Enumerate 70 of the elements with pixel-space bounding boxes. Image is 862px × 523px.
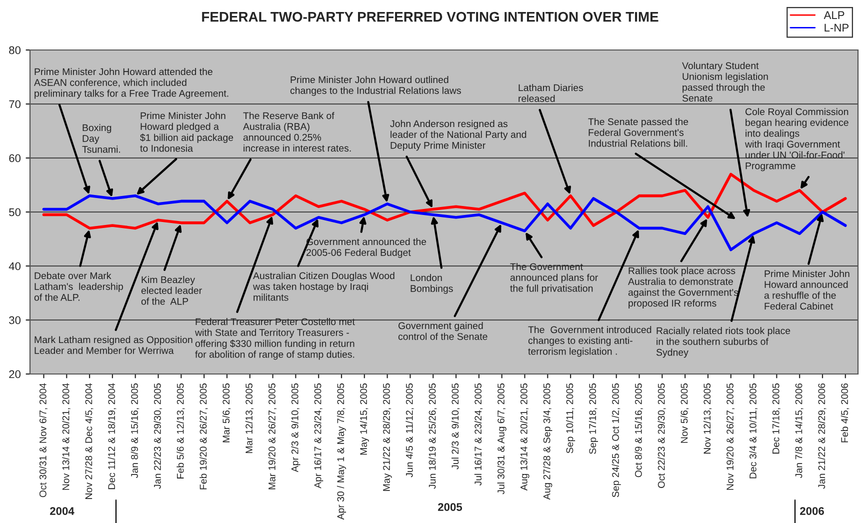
x-tick-label: Feb 4/5, 2006 <box>840 383 850 442</box>
annotation: Prime Minister John Howard outlined changes to the Industrial Relations laws <box>290 76 461 96</box>
annotation: The Senate passed the Federal Government's Industrial Relations bill. <box>588 118 688 147</box>
x-tick-label: Oct 22/23 & 29/30, 2005 <box>658 383 666 488</box>
annotation: Cole Royal Commission began hearing evidence into dealings with Iraqi Government under UN 'Oil-for-Food' Programme <box>744 108 848 172</box>
annotation: Government gained control of the Senate <box>398 322 488 340</box>
annotation: Boxing Day Tsunami. <box>82 124 120 153</box>
x-tick-label: Sep 10/11, 2005 <box>566 383 576 454</box>
x-tick-label: Jan 22/23 & 29/30, 2005 <box>154 383 162 489</box>
annotation: Racially related riots took place in the southern suburbs of Sydney <box>656 327 790 358</box>
y-tick-label: 40 <box>8 262 21 270</box>
chart-title: FEDERAL TWO-PARTY PREFERRED VOTING INTENTION OVER TIME <box>202 12 658 22</box>
x-tick-label: Nov 13/14 & 20/21, 2004 <box>62 383 70 490</box>
x-tick-label: Apr 30 / May 1 & May 7/8, 2005 <box>336 383 346 520</box>
x-tick-label: Mar 12/13, 2005 <box>245 383 254 454</box>
x-tick-label: Sep 24/25 & Oct 1/2, 2005 <box>612 383 621 498</box>
x-tick-label: Jun 4/5 & 11/12, 2005 <box>406 383 414 478</box>
legend-label: L-NP <box>824 24 849 32</box>
x-tick-label: Mar 5/6, 2005 <box>222 383 231 442</box>
annotation: Prime Minister John Howard attended the ASEAN conference, which included preliminary talks for a Free Trade Agreement. <box>34 68 228 99</box>
x-tick-label: May 21/22 & 28/29, 2005 <box>382 383 392 491</box>
annotation: Latham Diaries released <box>518 84 584 102</box>
annotation: Voluntary Student Unionism legislation passed through the Senate <box>682 62 768 102</box>
x-tick-label: Dec 3/4 & 10/11, 2005 <box>749 383 758 478</box>
annotation: Prime Minister John Howard announced a reshuffle of the Federal Cabinet <box>764 270 850 310</box>
y-tick-label: 80 <box>9 46 21 54</box>
annotation: John Anderson resigned as leader of the National Party and Deputy Prime Minister <box>390 120 526 151</box>
annotation: Prime Minister John Howard pledged a $1 billion aid package to Indonesia <box>140 112 234 152</box>
line-series <box>42 172 847 230</box>
x-tick-label: Feb 5/6 & 12/13, 2005 <box>176 383 185 478</box>
x-tick-label: Nov 12/13, 2005 <box>703 383 712 454</box>
x-tick-label: Jan 21/22 & 28/29, 2006 <box>818 383 826 489</box>
x-tick-label: Nov 19/20 & 26/27, 2005 <box>726 383 735 490</box>
x-tick-label: Jul 30/31 & Aug 6/7, 2005 <box>497 383 506 494</box>
x-tick-label: Oct 8/9 & 15/16, 2005 <box>634 383 644 478</box>
text: 2005 <box>438 503 462 511</box>
x-tick-label: Jul 2/3 & 9/10, 2005 <box>451 383 460 470</box>
x-tick-label: Feb 19/20 & 26/27, 2005 <box>200 383 208 490</box>
x-tick-label: Jun 18/19 & 25/26, 2005 <box>428 383 437 489</box>
annotation: Mark Latham resigned as Opposition Leader and Member for Werriwa <box>34 336 192 354</box>
x-tick-label: Dec 17/18, 2005 <box>772 383 780 454</box>
annotation: The Government introduced changes to existing anti- terrorism legislation . <box>528 326 652 357</box>
x-tick-label: Oct 30/31 & Nov 6/7, 2004 <box>39 383 48 498</box>
x-tick-label: Apr 2/3 & 9/10, 2005 <box>291 383 300 472</box>
x-tick-label: Aug 27/28 & Sep 3/4, 2005 <box>543 383 552 500</box>
y-tick-label: 50 <box>9 208 21 216</box>
y-tick-label: 70 <box>9 100 21 108</box>
annotation: Debate over Mark Latham's leadership of the ALP. <box>34 272 123 301</box>
x-tick-label: Aug 13/14 & 20/21, 2005 <box>520 383 530 491</box>
x-tick-label: Jan 7/8 & 14/15, 2006 <box>795 383 804 478</box>
y-tick-label: 30 <box>9 316 21 324</box>
x-tick-label: Nov 27/28 & Dec 4/5, 2004 <box>85 383 94 499</box>
annotation: Rallies took place across Australia to demonstrate against the Government's proposed IR reforms <box>628 267 738 309</box>
x-tick-label: Mar 19/20 & 26/27, 2005 <box>268 383 277 490</box>
x-tick-label: Jul 16/17 & 23/24, 2005 <box>474 383 483 486</box>
x-tick-label: Sep 17/18, 2005 <box>588 383 598 454</box>
annotation: London Bombings <box>410 274 453 294</box>
text: 2004 <box>50 507 74 515</box>
y-tick-label: 20 <box>9 370 21 378</box>
x-tick-label: Nov 5/6, 2005 <box>680 383 689 443</box>
annotation: Kim Beazley elected leader of the ALP <box>141 276 202 305</box>
legend-label: ALP <box>824 11 844 19</box>
annotation: The Reserve Bank of Australia (RBA) announced 0.25% increase in interest rates. <box>243 112 351 152</box>
x-tick-label: May 14/15, 2005 <box>360 383 369 455</box>
y-tick-label: 60 <box>9 154 21 162</box>
text: 2006 <box>800 507 824 515</box>
x-tick-label: Dec 11/12 & 18/19, 2004 <box>108 383 116 490</box>
annotation: Australian Citizen Douglas Wood was taken hostage by Iraqi militants <box>252 272 394 301</box>
x-tick-label: Jan 8/9 & 15/16, 2005 <box>130 383 140 478</box>
x-tick-label: Apr 16/17 & 23/24, 2005 <box>314 383 324 488</box>
